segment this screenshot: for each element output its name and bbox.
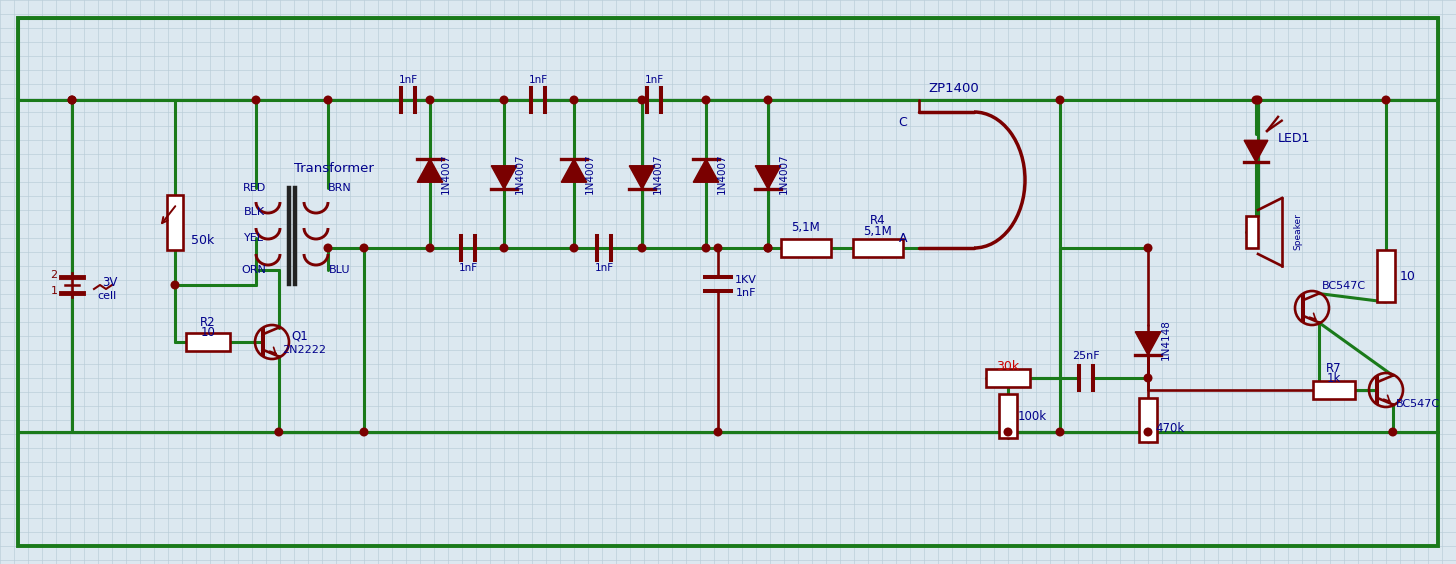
Circle shape — [499, 95, 508, 104]
Circle shape — [569, 95, 578, 104]
Bar — [1139, 398, 1158, 442]
Circle shape — [702, 95, 711, 104]
Circle shape — [425, 95, 434, 104]
Circle shape — [713, 428, 722, 437]
Circle shape — [763, 244, 773, 253]
Polygon shape — [629, 166, 655, 189]
Circle shape — [170, 280, 179, 289]
Text: 1N4007: 1N4007 — [441, 153, 451, 195]
Bar — [999, 394, 1016, 438]
Text: BLU: BLU — [329, 265, 351, 275]
Bar — [1377, 250, 1395, 302]
Text: 10: 10 — [201, 327, 215, 340]
Text: 1KV: 1KV — [735, 275, 757, 285]
Polygon shape — [491, 166, 517, 189]
Circle shape — [425, 244, 434, 253]
Circle shape — [499, 244, 508, 253]
Text: LED1: LED1 — [1278, 131, 1310, 144]
Polygon shape — [693, 159, 719, 182]
Circle shape — [323, 244, 332, 253]
Text: R2: R2 — [199, 315, 215, 328]
Circle shape — [702, 244, 711, 253]
Text: 10: 10 — [1401, 270, 1415, 283]
Text: 25nF: 25nF — [1072, 351, 1099, 361]
Circle shape — [1143, 373, 1153, 382]
Circle shape — [360, 428, 368, 437]
Bar — [780, 239, 831, 257]
Circle shape — [274, 428, 284, 437]
Circle shape — [569, 244, 578, 253]
Text: BLK: BLK — [243, 207, 265, 217]
Text: Speaker: Speaker — [1293, 214, 1303, 250]
Text: 470k: 470k — [1156, 421, 1185, 434]
Circle shape — [1143, 244, 1153, 253]
Text: YEL: YEL — [245, 233, 264, 243]
Circle shape — [1143, 428, 1153, 437]
Text: R7: R7 — [1326, 362, 1342, 374]
Text: 1nF: 1nF — [529, 75, 547, 85]
Text: 5,1M: 5,1M — [792, 222, 820, 235]
Text: Transformer: Transformer — [294, 161, 374, 174]
Text: 1k: 1k — [1326, 372, 1341, 386]
Bar — [167, 195, 183, 249]
Circle shape — [67, 95, 77, 104]
Circle shape — [1252, 95, 1261, 104]
Text: 1nF: 1nF — [735, 288, 756, 298]
Circle shape — [763, 244, 773, 253]
Text: 1nF: 1nF — [399, 75, 418, 85]
Text: 1N4007: 1N4007 — [652, 153, 662, 195]
Bar — [986, 369, 1029, 387]
Text: 5,1M: 5,1M — [863, 224, 893, 237]
Bar — [186, 333, 230, 351]
Text: 1: 1 — [51, 286, 57, 296]
Circle shape — [1056, 95, 1064, 104]
Polygon shape — [1136, 332, 1160, 355]
Circle shape — [713, 244, 722, 253]
Polygon shape — [756, 166, 780, 189]
Text: C: C — [898, 116, 907, 129]
Circle shape — [1254, 95, 1262, 104]
Circle shape — [360, 244, 368, 253]
Text: 1N4007: 1N4007 — [716, 153, 727, 195]
Circle shape — [1389, 428, 1398, 437]
Circle shape — [323, 95, 332, 104]
Text: 1nF: 1nF — [459, 263, 478, 273]
Circle shape — [763, 95, 773, 104]
Text: BC547C: BC547C — [1396, 399, 1440, 409]
Text: ORN: ORN — [242, 265, 266, 275]
Text: ZP1400: ZP1400 — [929, 82, 980, 95]
Polygon shape — [1243, 140, 1268, 162]
Text: RED: RED — [242, 183, 265, 193]
Text: 3V: 3V — [102, 276, 118, 289]
Text: R4: R4 — [871, 214, 885, 227]
Text: 50k: 50k — [191, 233, 214, 246]
Polygon shape — [418, 159, 443, 182]
Circle shape — [1056, 428, 1064, 437]
Text: 100k: 100k — [1018, 409, 1047, 422]
Text: 2: 2 — [51, 270, 58, 280]
Text: 1N4148: 1N4148 — [1160, 320, 1171, 360]
Circle shape — [1003, 428, 1012, 437]
Text: BRN: BRN — [328, 183, 352, 193]
Circle shape — [638, 95, 646, 104]
Text: BC547C: BC547C — [1322, 281, 1366, 291]
Bar — [1246, 216, 1258, 248]
Text: 1N4007: 1N4007 — [585, 153, 596, 195]
Text: 1nF: 1nF — [645, 75, 664, 85]
Text: 1nF: 1nF — [594, 263, 613, 273]
Text: 30k: 30k — [996, 359, 1019, 372]
Circle shape — [67, 95, 77, 104]
Bar — [1313, 381, 1356, 399]
Text: Q1: Q1 — [291, 329, 309, 342]
Circle shape — [1382, 95, 1390, 104]
Circle shape — [638, 244, 646, 253]
Bar — [853, 239, 903, 257]
Text: A: A — [898, 231, 907, 245]
Text: cell: cell — [98, 291, 116, 301]
Polygon shape — [561, 159, 587, 182]
Text: 1N4007: 1N4007 — [779, 153, 789, 195]
Text: 2N2222: 2N2222 — [282, 345, 326, 355]
Circle shape — [252, 95, 261, 104]
Text: 1N4007: 1N4007 — [515, 153, 526, 195]
